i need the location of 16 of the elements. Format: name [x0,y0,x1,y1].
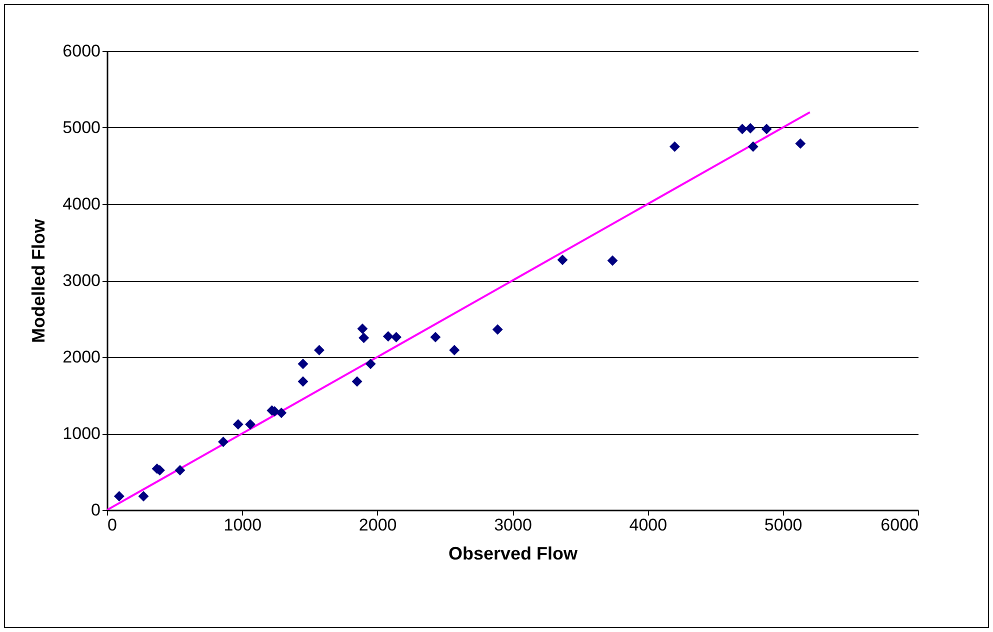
y-tick-label: 0 [91,500,100,520]
x-tick-label: 6000 [880,516,918,534]
y-tick-label: 2000 [62,348,100,366]
y-tick-label: 5000 [62,118,100,137]
y-tick-label: 6000 [62,42,100,60]
x-tick-label: 5000 [764,516,802,534]
y-tick-label: 3000 [62,271,100,290]
y-tick-label: 1000 [62,424,100,443]
x-tick-label: 4000 [629,516,668,534]
x-tick-label: 0 [108,516,117,534]
y-axis-title: Modelled Flow [28,218,49,343]
x-tick-label: 3000 [494,516,532,534]
y-tick-label: 4000 [62,194,100,214]
x-tick-label: 2000 [358,516,397,534]
x-axis-title: Observed Flow [448,544,579,564]
x-tick-label: 1000 [224,516,262,534]
